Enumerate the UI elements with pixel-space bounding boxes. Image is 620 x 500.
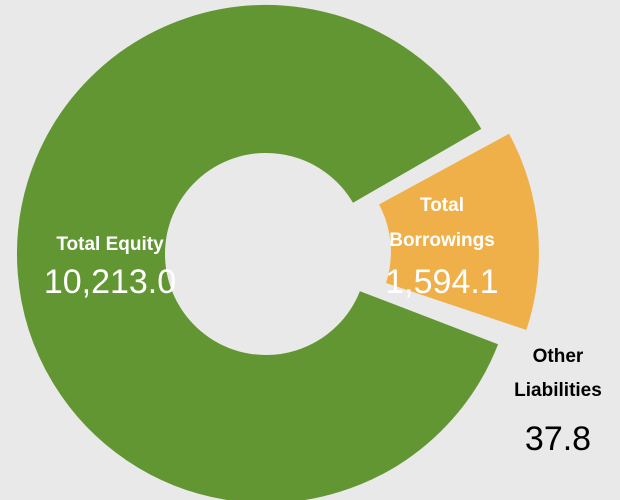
slice-total-equity <box>15 3 501 500</box>
label-other-liabilities: Other Liabilities <box>514 346 602 401</box>
label-total-equity-line: Total Equity <box>56 234 164 255</box>
label-other-liabilities-line: Other <box>533 346 584 367</box>
value-total-equity: 10,213.0 <box>44 263 176 301</box>
slices-group <box>15 3 541 500</box>
label-total-equity: Total Equity <box>56 234 164 255</box>
label-other-liabilities-line: Liabilities <box>514 380 602 401</box>
slice-total-borrowings <box>376 130 541 333</box>
label-total-borrowings: Total Borrowings <box>389 195 495 251</box>
labels-group: Total Equity 10,213.0 Total Borrowings 1,594… <box>44 195 602 458</box>
value-total-borrowings: 1,594.1 <box>385 263 498 301</box>
value-other-liabilities: 37.8 <box>525 420 591 458</box>
slice-other-liabilities <box>381 294 526 349</box>
label-total-borrowings-line: Borrowings <box>389 230 495 251</box>
label-total-borrowings-line: Total <box>420 195 464 216</box>
